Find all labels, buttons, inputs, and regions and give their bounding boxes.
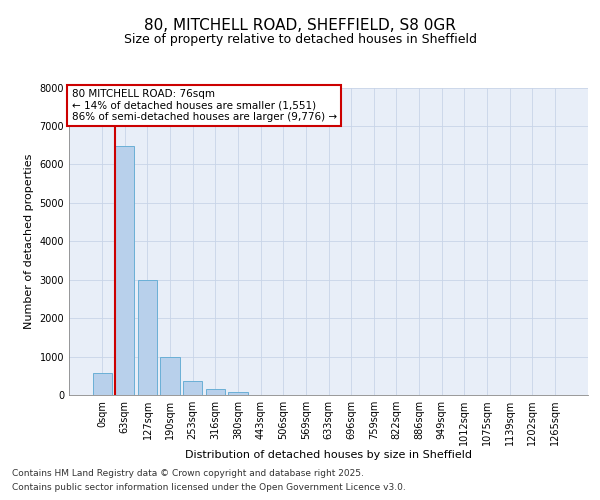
Text: Contains public sector information licensed under the Open Government Licence v3: Contains public sector information licen… <box>12 484 406 492</box>
Bar <box>160 358 180 395</box>
Y-axis label: Number of detached properties: Number of detached properties <box>24 154 34 329</box>
Text: 80, MITCHELL ROAD, SHEFFIELD, S8 0GR: 80, MITCHELL ROAD, SHEFFIELD, S8 0GR <box>144 18 456 32</box>
Text: Contains HM Land Registry data © Crown copyright and database right 2025.: Contains HM Land Registry data © Crown c… <box>12 468 364 477</box>
Bar <box>138 280 157 395</box>
Bar <box>115 146 134 395</box>
X-axis label: Distribution of detached houses by size in Sheffield: Distribution of detached houses by size … <box>185 450 472 460</box>
Text: 80 MITCHELL ROAD: 76sqm
← 14% of detached houses are smaller (1,551)
86% of semi: 80 MITCHELL ROAD: 76sqm ← 14% of detache… <box>71 89 337 122</box>
Bar <box>183 381 202 395</box>
Bar <box>206 389 225 395</box>
Text: Size of property relative to detached houses in Sheffield: Size of property relative to detached ho… <box>124 32 476 46</box>
Bar <box>229 392 248 395</box>
Bar <box>92 372 112 395</box>
